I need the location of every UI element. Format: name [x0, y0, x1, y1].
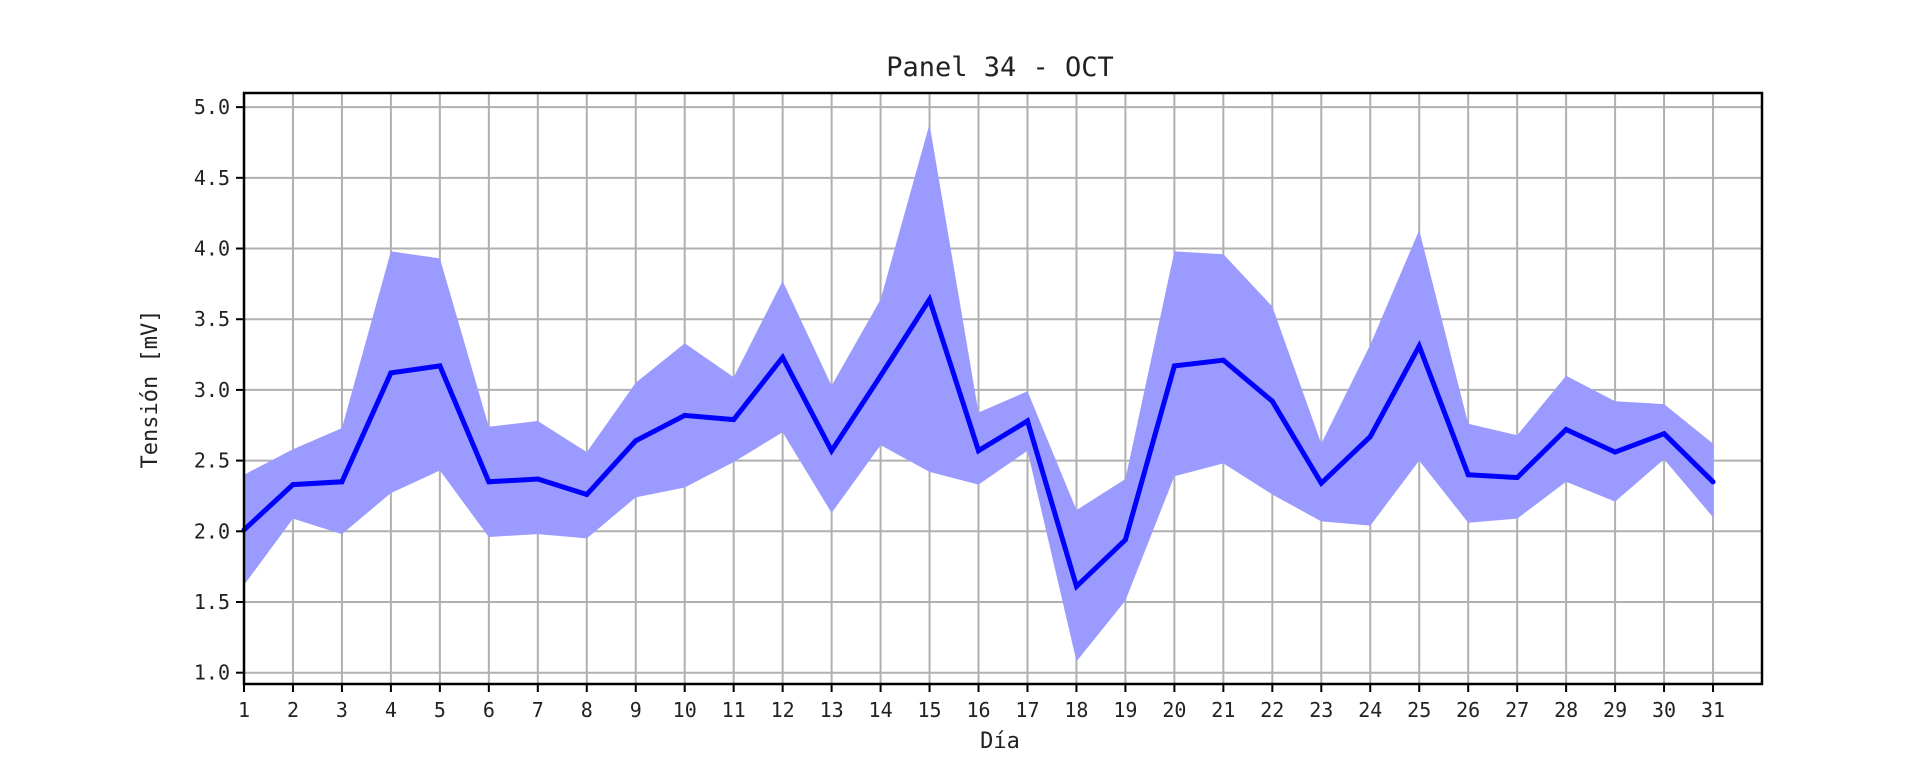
data-point-day-20 [1171, 363, 1177, 369]
data-point-day-18 [1073, 583, 1079, 589]
x-tick-label-16: 16 [966, 698, 990, 722]
x-axis-label: Día [980, 729, 1020, 754]
y-tick-label-1.5: 1.5 [194, 590, 230, 614]
x-tick-label-28: 28 [1554, 698, 1578, 722]
data-point-day-27 [1514, 475, 1520, 481]
y-tick-label-3.0: 3.0 [194, 378, 230, 402]
data-point-day-4 [388, 370, 394, 376]
data-point-day-25 [1416, 343, 1422, 349]
data-point-day-17 [1024, 418, 1030, 424]
data-point-day-21 [1220, 357, 1226, 363]
x-tick-label-24: 24 [1358, 698, 1382, 722]
x-tick-label-17: 17 [1015, 698, 1039, 722]
x-tick-label-20: 20 [1162, 698, 1186, 722]
data-point-day-23 [1318, 480, 1324, 486]
x-tick-label-25: 25 [1407, 698, 1431, 722]
y-tick-label-1.0: 1.0 [194, 661, 230, 685]
uncertainty-band-1 [244, 124, 1713, 662]
x-tick-label-29: 29 [1603, 698, 1627, 722]
plot-frame [242, 91, 1764, 686]
x-tick-label-22: 22 [1260, 698, 1284, 722]
x-tick-label-8: 8 [581, 698, 593, 722]
data-point-day-29 [1612, 449, 1618, 455]
y-axis-label: Tensión [mV] [138, 310, 163, 469]
y-tick-label-3.5: 3.5 [194, 307, 230, 331]
data-point-day-11 [731, 417, 737, 423]
data-point-day-31 [1710, 479, 1716, 485]
data-point-day-24 [1367, 434, 1373, 440]
x-tick-label-23: 23 [1309, 698, 1333, 722]
data-point-day-7 [535, 476, 541, 482]
x-tick-label-11: 11 [722, 698, 746, 722]
x-tick-label-27: 27 [1505, 698, 1529, 722]
x-tick-label-9: 9 [630, 698, 642, 722]
voltage-series [241, 293, 1716, 592]
y-tick-label-4.0: 4.0 [194, 237, 230, 261]
data-point-day-13 [829, 448, 835, 454]
x-tick-label-13: 13 [820, 698, 844, 722]
x-tick-label-6: 6 [483, 698, 495, 722]
x-tick-label-2: 2 [287, 698, 299, 722]
y-tick-label-5.0: 5.0 [194, 95, 230, 119]
data-point-day-28 [1563, 427, 1569, 433]
data-point-day-30 [1661, 431, 1667, 437]
x-tick-label-7: 7 [532, 698, 544, 722]
data-point-day-10 [682, 412, 688, 418]
data-point-day-22 [1269, 398, 1275, 404]
x-tick-label-15: 15 [918, 698, 942, 722]
x-tick-label-12: 12 [771, 698, 795, 722]
x-tick-label-21: 21 [1211, 698, 1235, 722]
y-tick-label-2.5: 2.5 [194, 449, 230, 473]
data-point-day-15 [927, 296, 933, 302]
data-point-day-26 [1465, 472, 1471, 478]
data-point-day-12 [780, 354, 786, 360]
data-point-day-2 [290, 482, 296, 488]
y-tick-label-2.0: 2.0 [194, 519, 230, 543]
confidence-band [244, 124, 1713, 662]
x-tick-label-14: 14 [869, 698, 893, 722]
y-tick-label-4.5: 4.5 [194, 166, 230, 190]
x-tick-label-26: 26 [1456, 698, 1480, 722]
data-point-day-8 [584, 492, 590, 498]
x-tick-label-5: 5 [434, 698, 446, 722]
x-tick-label-18: 18 [1064, 698, 1088, 722]
chart-title: Panel 34 - OCT [886, 52, 1114, 83]
x-tick-label-19: 19 [1113, 698, 1137, 722]
data-point-day-19 [1122, 537, 1128, 543]
data-point-day-9 [633, 438, 639, 444]
y-axis-ticks: 1.0 1.5 2.0 2.5 3.0 3.5 4.0 4.5 5.0 [194, 95, 244, 685]
data-point-day-16 [976, 448, 982, 454]
x-tick-label-3: 3 [336, 698, 348, 722]
data-point-day-3 [339, 479, 345, 485]
x-tick-label-30: 30 [1652, 698, 1676, 722]
x-axis-ticks: 1 2 3 4 5 6 7 8 9 10 11 12 13 14 15 16 17 18 19 20 21 22 23 24 2… [238, 684, 1725, 722]
x-tick-label-10: 10 [673, 698, 697, 722]
x-tick-label-4: 4 [385, 698, 397, 722]
x-tick-label-31: 31 [1701, 698, 1725, 722]
data-point-day-5 [437, 363, 443, 369]
plot-border [242, 91, 1764, 686]
data-point-day-14 [878, 373, 884, 379]
data-point-day-6 [486, 479, 492, 485]
x-tick-label-1: 1 [238, 698, 250, 722]
